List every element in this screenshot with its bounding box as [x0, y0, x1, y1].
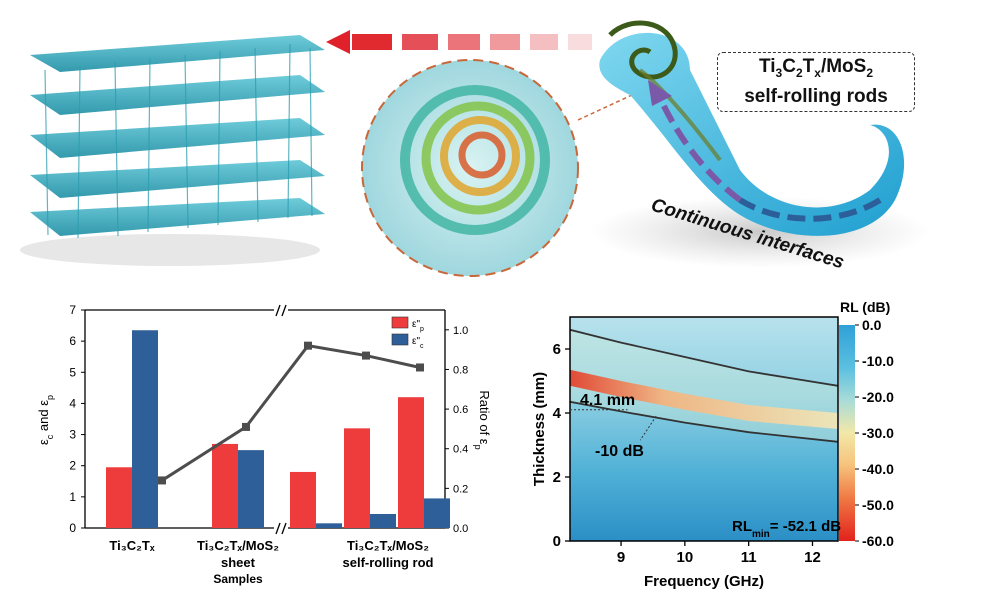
- y-tick-label: 4: [553, 405, 562, 422]
- bar-epsc: [316, 523, 342, 528]
- bar-epsp: [290, 471, 316, 528]
- x-tick-cat2-line1: Ti₃C₂Tₓ/MoS₂: [197, 538, 279, 553]
- zoom-circle-graphic: [361, 59, 633, 277]
- bar-chart: εc and εp Ratio of εp Ti₃C₂Tₓ Ti₃C₂Tₓ/Mo…: [36, 303, 492, 586]
- x-tick-cat3-line1: Ti₃C₂Tₓ/MoS₂: [347, 538, 429, 553]
- x-tick-label: 9: [617, 549, 625, 566]
- y2-tick-label: 0.6: [453, 404, 468, 416]
- bar-legend: ε"p ε"c: [391, 316, 424, 350]
- x-axis-label: Frequency (GHz): [644, 573, 764, 590]
- y-axis-label: Thickness (mm): [531, 372, 548, 486]
- x-tick-cat3-line2: self-rolling rod: [343, 555, 434, 570]
- rlmin-label: RLmin= -52.1 dB: [732, 518, 841, 540]
- y2-tick-label: 0.0: [453, 523, 468, 535]
- axis-break-marks: [274, 304, 288, 535]
- direction-arrow-icon: [326, 30, 592, 54]
- thickness-label: 4.1 mm: [580, 392, 635, 409]
- bar-epsc: [370, 513, 396, 528]
- x-axis-label: Samples: [213, 572, 263, 586]
- stacked-layers-graphic: [20, 35, 325, 266]
- x-tick-cat1: Ti₃C₂Tₓ: [109, 538, 154, 553]
- y-tick-label: 1: [69, 490, 76, 504]
- contour-lower: [570, 400, 838, 443]
- contour-upper: [570, 328, 838, 387]
- ratio-point: [416, 363, 424, 372]
- bar-epsp: [212, 443, 238, 528]
- absorption-band: [570, 369, 838, 429]
- contour-pointer: [639, 415, 657, 441]
- bar-epsp: [106, 467, 132, 528]
- top-illustration: Continuous interfaces: [20, 20, 930, 277]
- rod-label-line1: Ti3C2Tx/MoS2: [758, 56, 874, 80]
- y-tick-label: 4: [69, 396, 76, 410]
- bar-epsp: [344, 428, 370, 528]
- colorbar-tick-label: -10.0: [862, 353, 894, 369]
- colorbar-tick-label: -60.0: [862, 533, 894, 549]
- bar-epsc: [132, 330, 158, 528]
- ratio-point: [158, 476, 166, 485]
- self-rolling-rod-graphic: [590, 20, 930, 268]
- colorbar-tick-label: 0.0: [862, 317, 882, 333]
- x-tick-label: 12: [804, 549, 821, 566]
- rod-label-line2: self-rolling rods: [744, 85, 888, 107]
- y2-axis-label: Ratio of εp: [473, 390, 492, 449]
- y2-tick-label: 1.0: [453, 325, 468, 337]
- ratio-point: [242, 422, 250, 431]
- colorbar-tick-label: -20.0: [862, 389, 894, 405]
- contour-label: -10 dB: [595, 443, 644, 460]
- y-tick-label: 3: [69, 428, 76, 442]
- y-tick-label: 0: [69, 521, 76, 535]
- legend-epsp: ε"p: [412, 319, 424, 333]
- colorbar: [839, 325, 855, 541]
- y-tick-label: 6: [553, 341, 561, 358]
- colorbar-tick-label: -50.0: [862, 497, 894, 513]
- legend-epsc: ε"c: [412, 336, 424, 350]
- y-tick-label: 5: [69, 365, 76, 379]
- y-tick-label: 2: [553, 469, 561, 486]
- ratio-line-break: [274, 408, 286, 448]
- heatmap-chart: RL (dB) Thickness (mm) Frequency (GHz) R…: [531, 299, 894, 590]
- y-axis-label: εc and εp: [36, 395, 55, 445]
- bar-epsp: [398, 397, 424, 528]
- rod-label-box: Ti3C2Tx/MoS2 self-rolling rods: [717, 52, 915, 112]
- bar-epsc: [424, 498, 450, 528]
- y-tick-label: 2: [69, 459, 76, 473]
- bar-epsc: [238, 450, 264, 528]
- y-tick-label: 6: [69, 334, 76, 348]
- x-tick-label: 10: [677, 549, 694, 566]
- y2-tick-label: 0.8: [453, 364, 468, 376]
- x-tick-label: 11: [741, 549, 757, 566]
- x-tick-cat2-line2: sheet: [221, 555, 256, 570]
- y2-tick-label: 0.4: [453, 444, 468, 456]
- y2-tick-label: 0.2: [453, 483, 468, 495]
- ratio-line: [161, 344, 421, 482]
- y-tick-label: 0: [553, 533, 561, 550]
- colorbar-tick-label: -30.0: [862, 425, 894, 441]
- colorbar-title: RL (dB): [840, 299, 890, 315]
- ratio-point: [362, 351, 370, 360]
- colorbar-tick-label: -40.0: [862, 461, 894, 477]
- y-tick-label: 7: [69, 303, 76, 317]
- ratio-point: [304, 341, 312, 350]
